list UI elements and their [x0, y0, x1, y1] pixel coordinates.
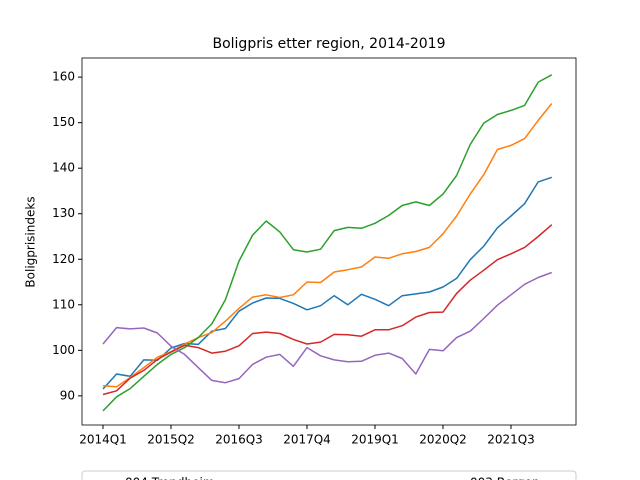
series-line [102, 271, 553, 384]
series-line [102, 103, 553, 388]
y-tick-label: 110 [52, 297, 75, 311]
y-tick-label: 90 [60, 388, 75, 402]
y-tick-label: 130 [52, 206, 75, 220]
y-axis-label: Boligprisindeks [24, 196, 38, 287]
y-tick-label: 100 [52, 343, 75, 357]
plot-frame [81, 57, 577, 426]
x-tick-label: 2019Q1 [351, 433, 399, 447]
x-tick-label: 2017Q4 [283, 433, 331, 447]
series-line [102, 176, 553, 390]
x-tick-label: 2016Q3 [215, 433, 263, 447]
legend-label: 004 Trondheim [125, 476, 215, 480]
legend-label: 003 Bergen [470, 476, 540, 480]
series-line [102, 224, 553, 396]
y-tick-label: 160 [52, 70, 75, 84]
chart-title: Boligpris etter region, 2014-2019 [212, 36, 445, 52]
y-tick-label: 120 [52, 252, 75, 266]
x-tick-label: 2021Q3 [487, 433, 535, 447]
y-tick-label: 140 [52, 161, 75, 175]
x-tick-label: 2014Q1 [79, 433, 127, 447]
y-tick-label: 150 [52, 115, 75, 129]
series-line [102, 74, 553, 412]
legend-box [81, 470, 577, 480]
x-tick-label: 2020Q2 [419, 433, 467, 447]
x-tick-label: 2015Q2 [147, 433, 195, 447]
